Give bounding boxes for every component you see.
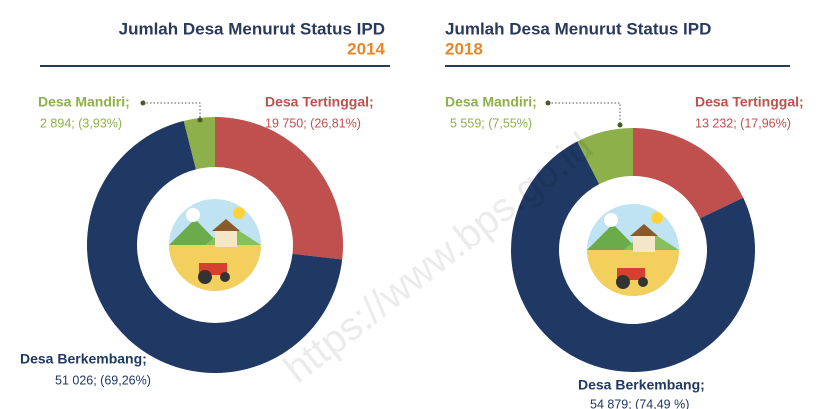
category-label: Desa Mandiri; <box>38 94 130 110</box>
leader-dot <box>545 100 551 106</box>
category-label: Desa Tertinggal; <box>695 94 804 110</box>
donut-slice <box>87 120 343 373</box>
leader-dot <box>617 122 623 128</box>
donut-slice <box>183 117 215 170</box>
leader-dot <box>197 117 203 123</box>
value-label: 51 026; (69,26%) <box>55 373 151 387</box>
category-label: Desa Berkembang; <box>578 377 705 393</box>
leader-dot <box>140 100 146 106</box>
category-label: Desa Mandiri; <box>445 94 537 110</box>
category-label: Desa Tertinggal; <box>265 94 374 110</box>
chart-subtitle: 2014 <box>347 39 385 58</box>
chart-title: Jumlah Desa Menurut Status IPD <box>119 19 385 38</box>
category-label: Desa Berkembang; <box>20 351 147 367</box>
donut-slice <box>633 128 744 219</box>
chart-subtitle: 2018 <box>445 39 483 58</box>
chart-title: Jumlah Desa Menurut Status IPD <box>445 19 711 38</box>
value-label: 54 879; (74,49 %) <box>590 397 689 409</box>
center-illustration <box>159 189 271 301</box>
value-label: 5 559; (7,55%) <box>450 116 532 130</box>
donut-slice <box>511 141 755 372</box>
center-illustration <box>577 194 689 306</box>
donut-slice <box>577 128 633 185</box>
leader-line <box>548 102 621 125</box>
donut-slice <box>215 117 343 260</box>
leader-line <box>143 102 201 120</box>
value-label: 2 894; (3,93%) <box>40 116 122 130</box>
value-label: 19 750; (26,81%) <box>265 116 361 130</box>
value-label: 13 232; (17,96%) <box>695 116 791 130</box>
